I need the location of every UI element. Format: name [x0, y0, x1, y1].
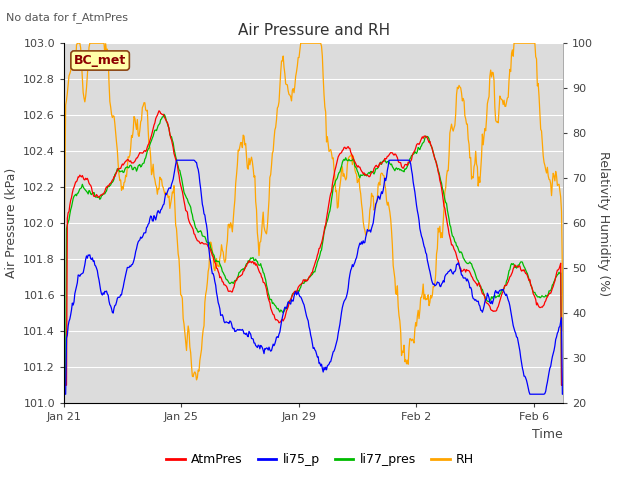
li75_p [437, 284, 445, 289]
AtmPres [287, 297, 294, 302]
li75_p [173, 157, 180, 163]
RH [438, 230, 445, 236]
li75_p [189, 157, 197, 163]
li75_p [287, 301, 294, 307]
AtmPres [355, 164, 363, 170]
RH [356, 186, 364, 192]
Line: li75_p: li75_p [64, 160, 563, 394]
RH [559, 328, 567, 334]
li77_pres [394, 166, 402, 171]
RH [193, 377, 200, 383]
li77_pres [287, 297, 294, 302]
RH [74, 40, 81, 46]
AtmPres [437, 181, 445, 187]
RH [189, 374, 197, 380]
li77_pres [437, 178, 445, 183]
Line: RH: RH [64, 43, 563, 380]
Y-axis label: Air Pressure (kPa): Air Pressure (kPa) [4, 168, 17, 278]
Line: AtmPres: AtmPres [64, 111, 563, 385]
li75_p [60, 391, 68, 397]
RH [60, 261, 68, 267]
AtmPres [148, 129, 156, 135]
li75_p [355, 243, 363, 249]
RH [287, 98, 295, 104]
AtmPres [155, 108, 163, 114]
AtmPres [189, 227, 197, 232]
li77_pres [559, 383, 567, 388]
li77_pres [189, 217, 197, 223]
Legend: AtmPres, li75_p, li77_pres, RH: AtmPres, li75_p, li77_pres, RH [161, 448, 479, 471]
li75_p [394, 157, 402, 163]
li75_p [148, 218, 156, 224]
AtmPres [559, 383, 567, 388]
Line: li77_pres: li77_pres [64, 114, 563, 385]
li77_pres [355, 173, 363, 179]
RH [149, 161, 157, 167]
Text: No data for f_AtmPres: No data for f_AtmPres [6, 12, 129, 23]
li75_p [559, 391, 567, 397]
li77_pres [60, 383, 68, 388]
AtmPres [60, 383, 68, 388]
Title: Air Pressure and RH: Air Pressure and RH [237, 23, 390, 38]
Text: BC_met: BC_met [74, 54, 126, 67]
li77_pres [160, 111, 168, 117]
li77_pres [148, 135, 156, 141]
RH [395, 313, 403, 319]
Y-axis label: Relativity Humidity (%): Relativity Humidity (%) [597, 151, 610, 296]
AtmPres [394, 158, 402, 164]
Text: Time: Time [532, 428, 563, 442]
